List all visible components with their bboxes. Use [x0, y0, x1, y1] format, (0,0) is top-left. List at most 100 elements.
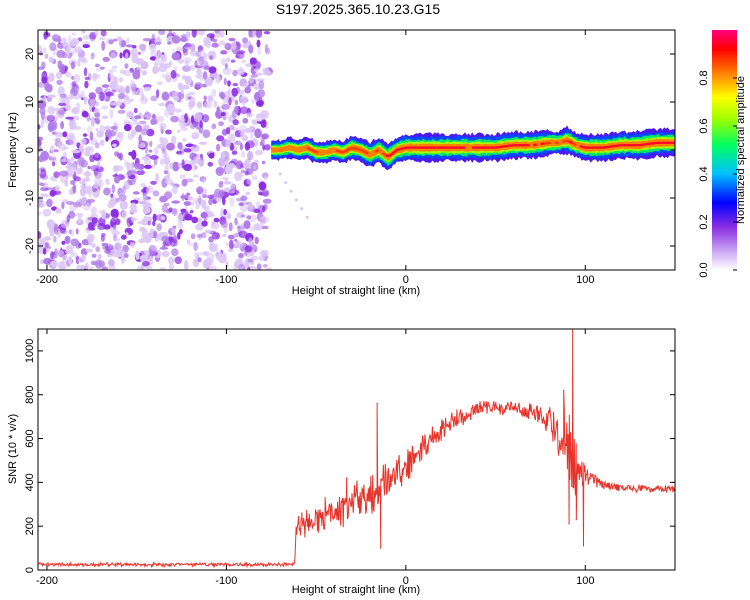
snr-y-tick-label: 600	[24, 429, 36, 447]
spectrogram-noise-speckle	[227, 248, 234, 252]
spectrogram-noise-speckle	[41, 76, 48, 84]
spectrogram-noise-speckle	[40, 150, 50, 161]
snr-x-tick-label: -100	[215, 575, 237, 587]
spectrogram-noise-speckle	[77, 56, 87, 62]
spectrogram-noise-speckle	[42, 247, 47, 255]
spectrogram-noise-speckle	[254, 236, 259, 245]
spectrogram-noise-speckle	[69, 137, 78, 146]
spectrogram-noise-speckle	[289, 189, 293, 193]
spectrogram-noise-speckle	[204, 65, 210, 70]
signal-core-segment	[504, 144, 509, 148]
spectrogram-noise-speckle	[109, 108, 114, 119]
signal-core-segment	[310, 148, 315, 153]
spectrogram-noise-speckle	[127, 133, 134, 141]
spectrogram-noise-speckle	[166, 171, 171, 180]
spectrogram-noise-speckle	[193, 156, 202, 164]
spectrogram-noise-speckle	[134, 124, 143, 133]
spectrogram-noise-speckle	[149, 56, 157, 61]
spectrogram-noise-speckle	[187, 196, 194, 201]
spectrogram-noise-speckle	[161, 203, 168, 213]
spectrogram-noise-speckle	[80, 90, 85, 98]
spectrogram-noise-speckle	[260, 118, 267, 128]
spectrogram-noise-speckle	[101, 105, 109, 110]
spectrogram-noise-speckle	[208, 242, 214, 252]
spectrogram-noise-speckle	[159, 266, 166, 270]
spectrogram-noise-speckle	[203, 101, 212, 109]
spectrogram-noise-speckle	[111, 230, 120, 236]
spectrogram-noise-speckle	[159, 136, 164, 144]
spectrogram-noise-speckle	[207, 161, 214, 167]
spectrogram-noise-speckle	[203, 95, 207, 101]
spectrogram-noise-speckle	[195, 205, 200, 210]
signal-core-segment	[339, 150, 344, 154]
spectrogram-noise-speckle	[161, 73, 167, 78]
spectrogram-noise-speckle	[156, 89, 160, 99]
spectrogram-noise-speckle	[126, 44, 133, 48]
spectrogram-noise-speckle	[52, 38, 62, 42]
spectrogram-noise-speckle	[80, 184, 85, 189]
spectrogram-noise-speckle	[231, 150, 238, 155]
signal-core-segment	[572, 142, 577, 147]
spectrogram-noise-speckle	[123, 69, 132, 77]
spectrogram-noise-speckle	[176, 47, 184, 52]
spectrogram-noise-speckle	[248, 44, 254, 54]
spectrogram-noise-speckle	[239, 142, 243, 151]
spectrogram-noise-speckle	[200, 232, 207, 239]
signal-core-segment	[615, 144, 620, 147]
spectrogram-noise-speckle	[246, 215, 252, 220]
spectrogram-noise-speckle	[112, 224, 117, 230]
spectrogram-noise-speckle	[223, 181, 232, 185]
spectrogram-noise-speckle	[238, 263, 246, 270]
spectrogram-noise-speckle	[174, 66, 178, 72]
spectrogram-noise-speckle	[141, 197, 151, 208]
spectrogram-noise-speckle	[132, 217, 137, 221]
spectrogram-noise-speckle	[83, 67, 88, 77]
colorbar-tick-label: 0.4	[698, 166, 710, 181]
colorbar-tick-label: 0.2	[698, 214, 710, 229]
spectrogram-noise-speckle	[125, 85, 130, 94]
spectrogram-noise-speckle	[211, 221, 216, 227]
spectrogram-noise-speckle	[88, 236, 93, 246]
spectrogram-noise-speckle	[60, 260, 65, 265]
spectrogram-noise-speckle	[95, 259, 103, 269]
spectrogram-noise-speckle	[65, 71, 72, 78]
signal-core-segment	[604, 145, 609, 149]
spectrogram-noise-speckle	[62, 41, 69, 47]
spectrogram-noise-speckle	[239, 96, 249, 103]
spectrogram-noise-speckle	[131, 45, 137, 49]
spectrogram-noise-speckle	[126, 217, 132, 228]
spectrogram-noise-speckle	[90, 164, 100, 172]
spectrogram-noise-speckle	[163, 157, 171, 165]
spectrogram-noise-speckle	[185, 178, 194, 183]
spectrogram-noise-speckle	[91, 217, 98, 224]
spectrogram-noise-speckle	[185, 143, 194, 147]
spectrogram-noise-speckle	[248, 226, 256, 232]
signal-core-segment	[651, 141, 656, 145]
spectrogram-noise-speckle	[243, 220, 251, 230]
spectrogram-noise-speckle	[59, 63, 66, 73]
spectrogram-noise-speckle	[109, 71, 114, 80]
spectrogram-noise-speckle	[198, 56, 204, 66]
spectrogram-noise-speckle	[216, 135, 225, 142]
colorbar-tick-label: 0.6	[698, 118, 710, 133]
spectrogram-noise-speckle	[257, 46, 261, 56]
spectrogram-noise-speckle	[48, 72, 55, 82]
signal-core-segment	[396, 147, 401, 152]
spectrogram-noise-speckle	[254, 159, 259, 163]
spectrogram-noise-speckle	[254, 149, 264, 156]
spectrogram-noise-speckle	[178, 82, 183, 91]
spectrogram-noise-speckle	[219, 40, 226, 46]
spectrogram-noise-speckle	[158, 30, 166, 35]
spectrogram-noise-speckle	[116, 246, 122, 255]
spectrogram-noise-speckle	[229, 197, 235, 207]
spectrogram-noise-speckle	[55, 249, 64, 256]
spectrogram-noise-speckle	[85, 261, 89, 270]
spectrogram-noise-speckle	[115, 218, 121, 226]
spectrogram-noise-speckle	[78, 242, 82, 248]
signal-core-segment	[314, 150, 319, 154]
spectrogram-noise-speckle	[92, 72, 98, 82]
spectrogram-noise-speckle	[65, 201, 75, 205]
spectrogram-noise-speckle	[153, 147, 159, 155]
spectrogram-noise-speckle	[78, 48, 83, 53]
spectrogram-noise-speckle	[209, 55, 213, 60]
